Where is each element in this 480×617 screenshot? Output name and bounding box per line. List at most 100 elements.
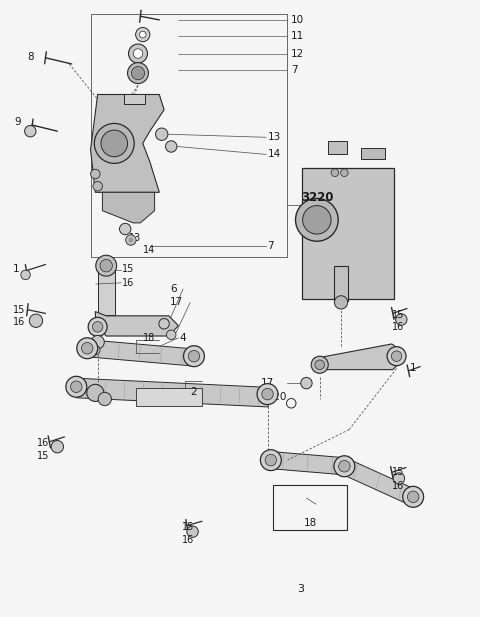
Ellipse shape bbox=[334, 456, 355, 477]
Text: 13: 13 bbox=[267, 132, 281, 143]
Ellipse shape bbox=[77, 337, 97, 358]
Text: 17: 17 bbox=[170, 297, 183, 307]
Ellipse shape bbox=[408, 491, 419, 503]
Text: 14: 14 bbox=[143, 246, 155, 255]
Ellipse shape bbox=[88, 317, 107, 336]
Text: 1: 1 bbox=[13, 263, 20, 274]
Text: 7: 7 bbox=[267, 241, 274, 251]
Bar bbox=[328, 141, 347, 154]
Text: 16: 16 bbox=[182, 534, 194, 545]
Ellipse shape bbox=[391, 351, 402, 362]
Ellipse shape bbox=[120, 223, 131, 234]
Ellipse shape bbox=[71, 381, 82, 392]
Ellipse shape bbox=[311, 356, 328, 373]
Ellipse shape bbox=[100, 260, 112, 272]
Text: 11: 11 bbox=[291, 31, 304, 41]
Ellipse shape bbox=[156, 128, 168, 141]
Ellipse shape bbox=[129, 238, 133, 242]
Bar bbox=[334, 266, 348, 301]
Polygon shape bbox=[91, 94, 164, 193]
Ellipse shape bbox=[128, 63, 148, 83]
Ellipse shape bbox=[93, 181, 102, 191]
Text: 18: 18 bbox=[304, 518, 317, 528]
Text: 15: 15 bbox=[122, 263, 135, 274]
Text: 16: 16 bbox=[122, 278, 134, 288]
Text: 5: 5 bbox=[312, 199, 319, 210]
Polygon shape bbox=[96, 312, 179, 336]
Ellipse shape bbox=[126, 235, 136, 245]
Polygon shape bbox=[342, 458, 414, 505]
Ellipse shape bbox=[296, 199, 338, 241]
Ellipse shape bbox=[301, 378, 312, 389]
Text: 16: 16 bbox=[37, 438, 49, 448]
Text: 16: 16 bbox=[392, 481, 404, 491]
Ellipse shape bbox=[331, 169, 339, 176]
Polygon shape bbox=[313, 344, 400, 370]
Bar bbox=[273, 484, 347, 531]
Polygon shape bbox=[87, 340, 193, 366]
Polygon shape bbox=[102, 193, 155, 223]
Text: 16: 16 bbox=[392, 322, 404, 332]
Ellipse shape bbox=[403, 486, 424, 507]
Bar bbox=[136, 388, 202, 407]
Text: 12: 12 bbox=[291, 49, 304, 59]
Text: 15: 15 bbox=[37, 452, 49, 462]
Text: 8: 8 bbox=[27, 52, 34, 62]
Ellipse shape bbox=[257, 384, 278, 405]
Text: 6: 6 bbox=[170, 284, 177, 294]
Ellipse shape bbox=[315, 360, 324, 370]
Polygon shape bbox=[97, 266, 115, 315]
Text: 15: 15 bbox=[13, 305, 25, 315]
Ellipse shape bbox=[261, 450, 281, 471]
Text: 9: 9 bbox=[14, 117, 21, 127]
Ellipse shape bbox=[98, 392, 111, 405]
Ellipse shape bbox=[396, 314, 407, 325]
Ellipse shape bbox=[167, 330, 176, 339]
Ellipse shape bbox=[91, 169, 100, 179]
Ellipse shape bbox=[95, 123, 134, 164]
Text: 3220: 3220 bbox=[301, 191, 334, 204]
Ellipse shape bbox=[51, 441, 63, 453]
Ellipse shape bbox=[133, 49, 143, 58]
Ellipse shape bbox=[66, 376, 87, 397]
Text: 14: 14 bbox=[267, 149, 281, 159]
Ellipse shape bbox=[335, 296, 348, 309]
Ellipse shape bbox=[82, 342, 93, 354]
Ellipse shape bbox=[96, 255, 117, 276]
Ellipse shape bbox=[387, 347, 406, 366]
Ellipse shape bbox=[341, 169, 348, 176]
Ellipse shape bbox=[101, 130, 128, 157]
Polygon shape bbox=[270, 452, 345, 475]
Ellipse shape bbox=[166, 141, 177, 152]
Text: 15: 15 bbox=[392, 310, 404, 320]
Text: 16: 16 bbox=[13, 317, 25, 327]
Bar bbox=[301, 168, 394, 299]
Ellipse shape bbox=[91, 336, 104, 349]
Text: 15: 15 bbox=[182, 523, 194, 532]
Ellipse shape bbox=[262, 388, 273, 400]
Ellipse shape bbox=[21, 270, 30, 280]
Text: 3: 3 bbox=[297, 584, 304, 594]
Ellipse shape bbox=[188, 350, 200, 362]
Polygon shape bbox=[76, 378, 269, 407]
Bar bbox=[361, 147, 384, 159]
Ellipse shape bbox=[393, 473, 405, 484]
Ellipse shape bbox=[93, 321, 103, 332]
Text: 1: 1 bbox=[410, 363, 417, 373]
Ellipse shape bbox=[139, 31, 146, 38]
Text: 3220: 3220 bbox=[261, 392, 287, 402]
Text: 7: 7 bbox=[291, 65, 298, 75]
Text: 13: 13 bbox=[129, 233, 141, 243]
Ellipse shape bbox=[87, 384, 104, 402]
Ellipse shape bbox=[136, 27, 150, 42]
Text: 4: 4 bbox=[180, 333, 186, 343]
Ellipse shape bbox=[265, 454, 276, 466]
Text: 2: 2 bbox=[190, 387, 197, 397]
Ellipse shape bbox=[132, 67, 144, 80]
Text: 15: 15 bbox=[392, 467, 404, 478]
Bar bbox=[124, 94, 145, 104]
Ellipse shape bbox=[159, 318, 169, 329]
Ellipse shape bbox=[338, 460, 350, 472]
Ellipse shape bbox=[187, 526, 198, 537]
Ellipse shape bbox=[24, 125, 36, 137]
